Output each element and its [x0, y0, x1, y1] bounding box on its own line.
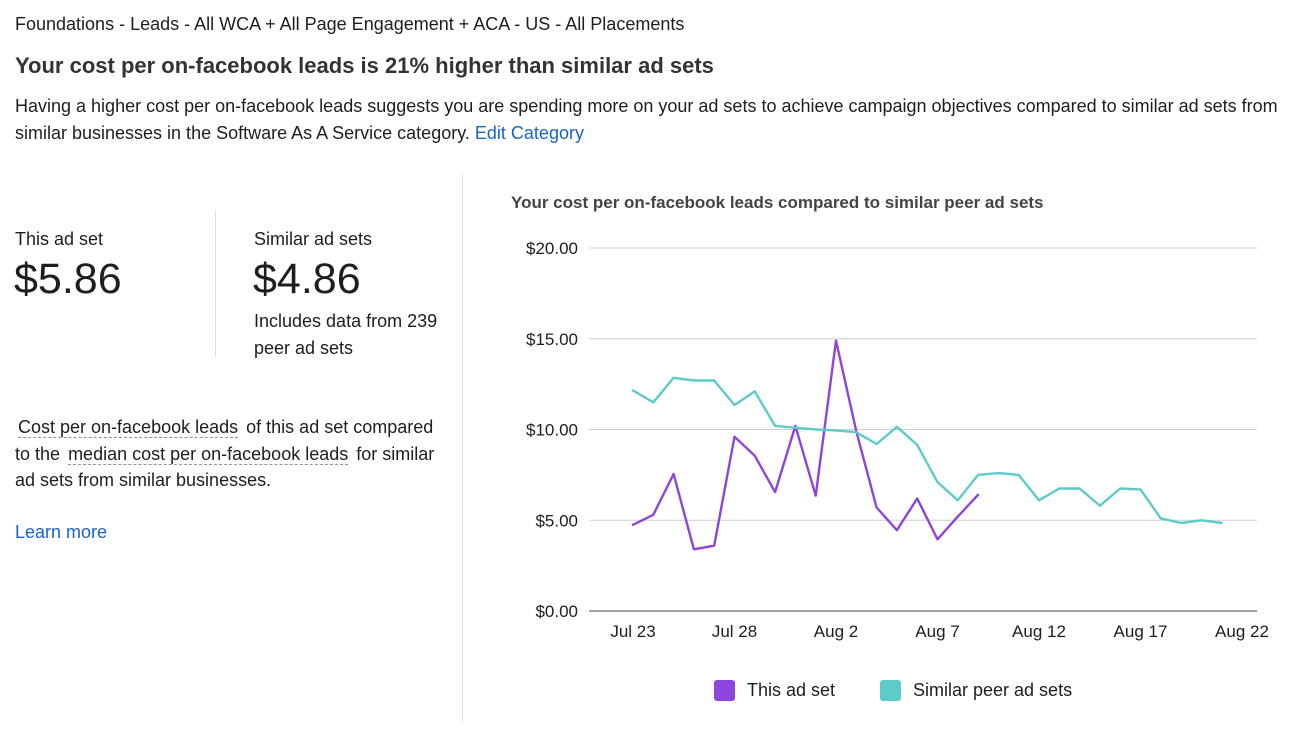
- line-chart: $0.00 $5.00 $10.00 $15.00 $20.00 Jul 23 Jul 28…: [526, 239, 1269, 641]
- this-ad-set-value: $5.86: [14, 255, 122, 303]
- breadcrumb: Foundations - Leads - All WCA + All Page…: [15, 14, 685, 34]
- similar-ad-sets-label: Similar ad sets: [254, 229, 373, 249]
- description-text: Having a higher cost per on-facebook lea…: [15, 96, 1278, 143]
- median-cost-term[interactable]: median cost per on-facebook leads: [68, 443, 349, 465]
- similar-ad-sets-note: Includes data from 239 peer ad sets: [254, 311, 438, 358]
- x-tick-label: Aug 2: [814, 622, 858, 641]
- y-tick-label: $10.00: [526, 421, 578, 440]
- x-tick-label: Aug 7: [915, 622, 959, 641]
- metric-explanation: Cost per on-facebook leads of this ad se…: [15, 414, 445, 494]
- y-tick-label: $20.00: [526, 239, 578, 258]
- y-tick-label: $15.00: [526, 330, 578, 349]
- similar-ad-sets-value: $4.86: [253, 255, 361, 303]
- description: Having a higher cost per on-facebook lea…: [15, 93, 1300, 147]
- section-divider: [462, 174, 463, 722]
- series-line-similar-peer-ad-sets: [631, 376, 1223, 525]
- legend-swatch-similar-peer-ad-sets: [880, 680, 901, 701]
- edit-category-link[interactable]: Edit Category: [474, 123, 584, 143]
- legend-label-similar-peer-ad-sets: Similar peer ad sets: [913, 680, 1073, 700]
- x-tick-label: Aug 12: [1012, 622, 1066, 641]
- legend-item-this-ad-set[interactable]: This ad set: [714, 680, 835, 701]
- x-tick-label: Aug 17: [1114, 622, 1168, 641]
- chart-title: Your cost per on-facebook leads compared…: [511, 193, 1044, 212]
- series-line-this-ad-set: [631, 339, 980, 551]
- y-tick-label: $5.00: [535, 511, 578, 530]
- explanation-text-1: of this ad set compared to the: [15, 417, 434, 464]
- learn-more-link[interactable]: Learn more: [15, 522, 108, 542]
- explanation-text-2: for similar ad sets from similar busines…: [15, 443, 435, 491]
- cost-per-lead-term[interactable]: Cost per on-facebook leads: [18, 417, 239, 438]
- x-tick-label: Jul 28: [712, 622, 757, 641]
- legend-item-similar-peer-ad-sets[interactable]: Similar peer ad sets: [880, 680, 1072, 701]
- page-title: Your cost per on-facebook leads is 21% h…: [15, 53, 714, 78]
- x-tick-label: Jul 23: [610, 622, 655, 641]
- y-tick-label: $0.00: [535, 602, 578, 621]
- x-tick-label: Aug 22: [1215, 622, 1269, 641]
- this-ad-set-label: This ad set: [15, 229, 104, 249]
- legend-label-this-ad-set: This ad set: [747, 680, 836, 700]
- stat-divider: [215, 210, 216, 357]
- legend-swatch-this-ad-set: [714, 680, 735, 701]
